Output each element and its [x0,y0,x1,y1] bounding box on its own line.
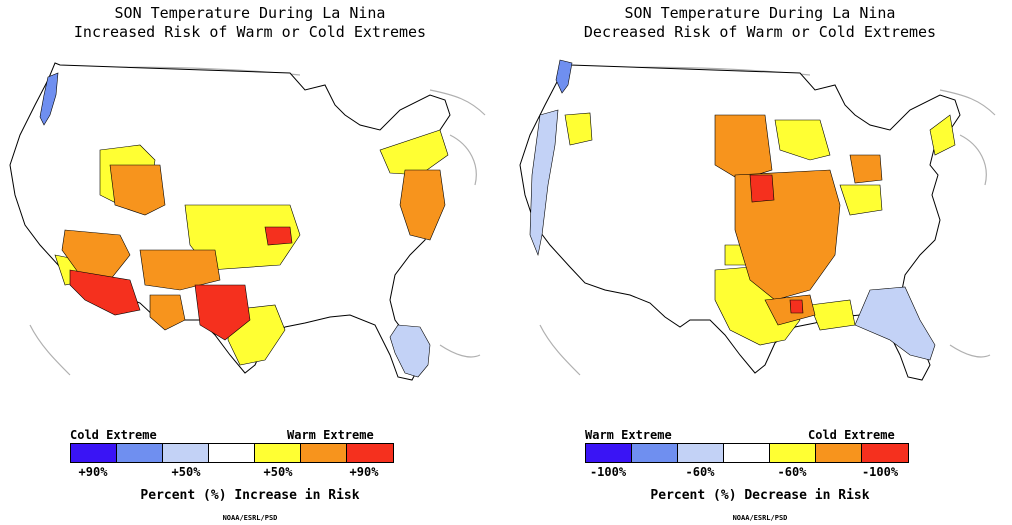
right-swatch-5 [770,444,816,462]
right-tick-1: -100% [589,465,627,479]
right-region-yellow-northeast [929,114,956,156]
right-tick-3: -60% [777,465,807,479]
right-panel: SON Temperature During La Nina Decreased… [510,0,1010,525]
right-region-orange-dakotas [714,114,773,181]
right-title-line2: Decreased Risk of Warm or Cold Extremes [583,23,937,41]
left-swatch-6 [301,444,347,462]
left-swatch-3 [163,444,209,462]
right-tick-2: -60% [685,465,715,479]
left-title-line2: Increased Risk of Warm or Cold Extremes [73,23,427,41]
left-swatch-7 [347,444,393,462]
left-region-red-az [69,269,141,316]
right-coast-context [539,66,996,376]
right-region-red-nebraska [749,174,775,203]
right-credit: NOAA/ESRL/PSD [732,514,788,522]
left-tick-3: +50% [263,465,293,479]
right-axis-label: Percent (%) Decrease in Risk [650,488,870,503]
left-region-orange-great-basin [109,164,166,216]
right-legend-warm-heading: Warm Extreme [585,428,672,442]
right-tick-4: -100% [861,465,899,479]
right-region-orange-south [764,294,816,326]
left-tick-2: +50% [171,465,201,479]
left-title-line1: SON Temperature During La Nina [114,4,386,22]
right-title-line1: SON Temperature During La Nina [624,4,896,22]
left-panel: SON Temperature During La Nina Increased… [0,0,500,525]
left-swatch-5 [255,444,301,462]
left-region-orange-mid-atlantic [399,169,446,241]
left-region-florida [389,324,431,378]
right-region-orange-central [734,169,841,301]
left-region-red-ks [264,226,293,246]
left-coast-context [29,66,486,376]
left-swatch-2 [117,444,163,462]
left-tick-1: +90% [78,465,108,479]
left-legend-cold-heading: Cold Extreme [70,428,157,442]
left-axis-label: Percent (%) Increase in Risk [140,488,360,503]
left-us-map [9,62,486,381]
left-legend-colorbar [70,443,394,463]
left-credit: NOAA/ESRL/PSD [222,514,278,522]
right-swatch-6 [816,444,862,462]
right-region-red-south [789,299,804,314]
right-region-yellow-midwest [774,119,831,161]
right-region-southeast-light [854,286,936,361]
right-region-yellow-idaho [564,112,593,146]
left-region-wa-coast [39,72,59,126]
right-us-map [519,59,996,381]
left-region-red-nm-tx [194,284,251,341]
right-region-yellow-ohio [839,184,883,216]
right-swatch-3 [678,444,724,462]
left-swatch-4 [209,444,255,462]
right-region-yellow-southeast [809,299,856,331]
left-swatch-1 [71,444,117,462]
right-swatch-2 [632,444,678,462]
right-region-west-coast-light [529,109,559,257]
right-swatch-7 [862,444,908,462]
right-legend-colorbar [585,443,909,463]
right-region-orange-great-lakes [849,154,883,184]
left-legend-warm-heading: Warm Extreme [287,428,374,442]
left-region-orange-west-tx [149,294,186,331]
right-legend-cold-heading: Cold Extreme [808,428,895,442]
right-region-wa-coast [555,59,573,94]
right-swatch-4 [724,444,770,462]
left-region-yellow-northeast [379,129,449,176]
right-swatch-1 [586,444,632,462]
left-tick-4: +90% [349,465,379,479]
